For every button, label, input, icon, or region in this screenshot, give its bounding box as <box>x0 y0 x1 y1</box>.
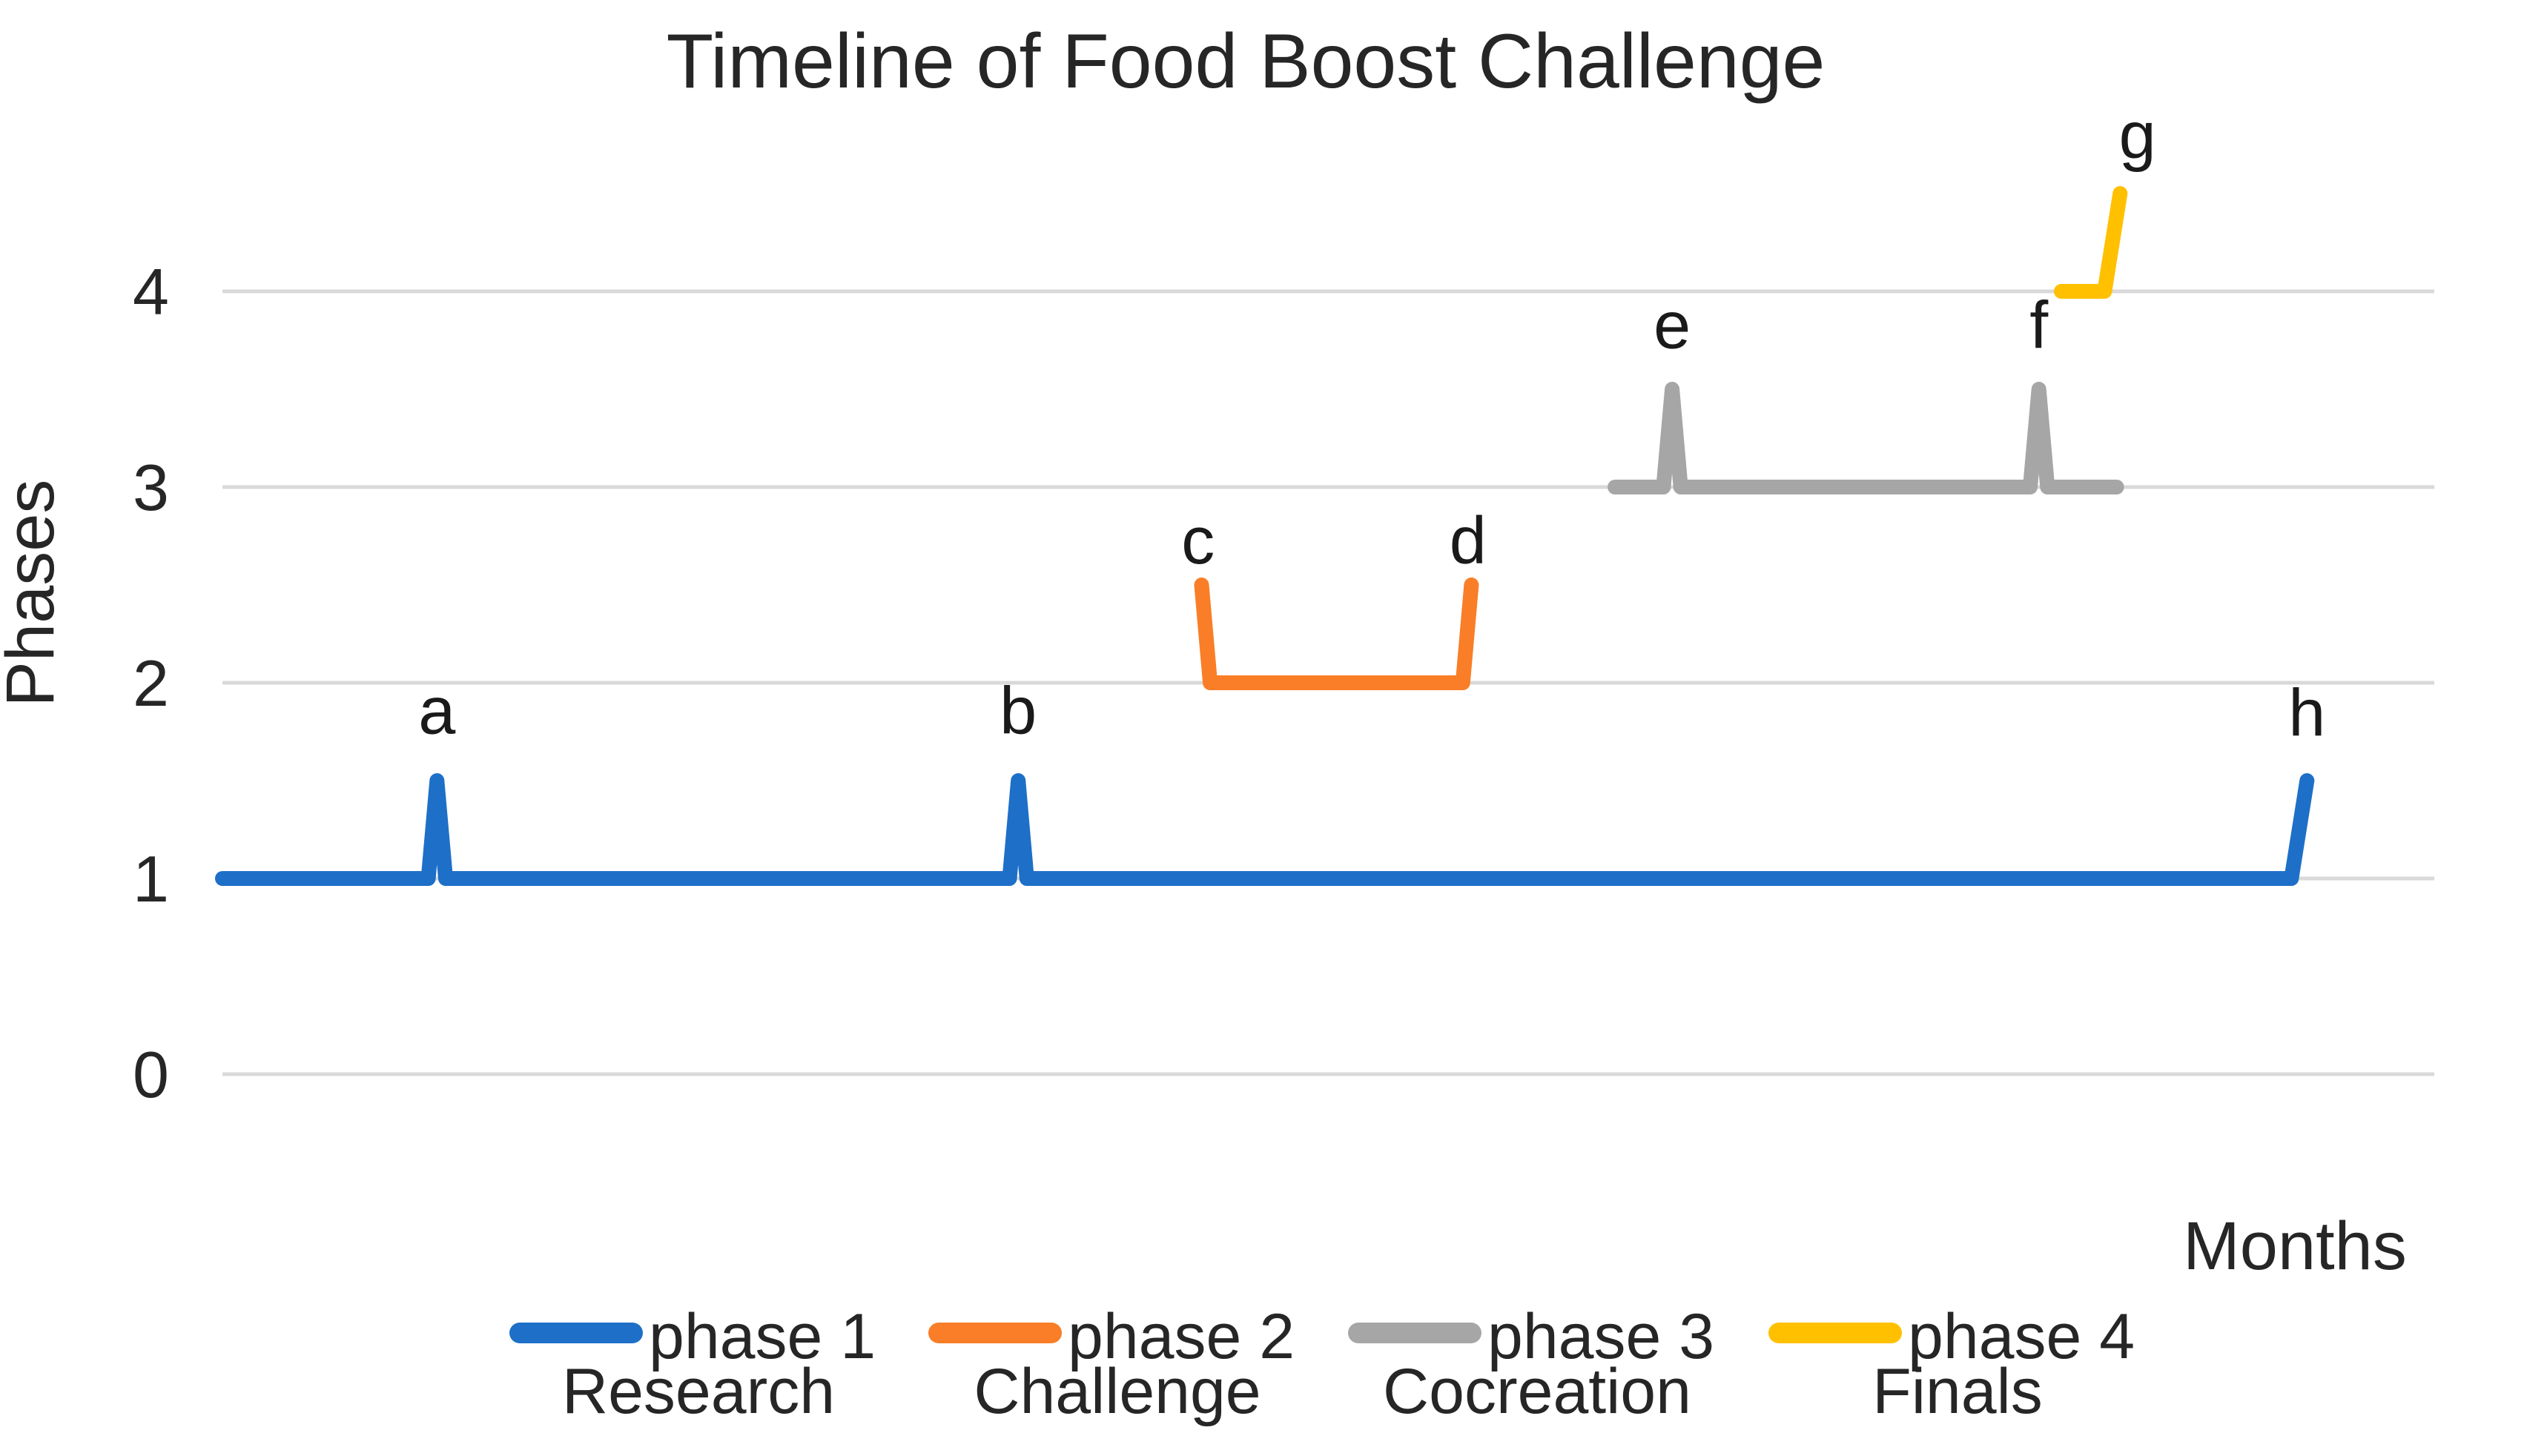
series-line-phase-4 <box>2054 186 2128 299</box>
legend-sublabel-research: Research <box>562 1356 835 1427</box>
point-label-b: b <box>1000 675 1037 749</box>
legend-name-phase-4: phase 4 <box>1908 1301 2135 1372</box>
y-tick-label-3: 3 <box>133 451 169 524</box>
y-axis-title: Phases <box>0 480 68 707</box>
legend-sublabel-cocreation: Cocreation <box>1383 1356 1691 1427</box>
legend-name-phase-3: phase 3 <box>1487 1301 1714 1372</box>
series-lines <box>215 186 2315 886</box>
legend-sublabel-finals: Finals <box>1872 1356 2042 1427</box>
point-label-c: c <box>1181 504 1215 578</box>
point-label-g: g <box>2119 99 2156 173</box>
point-label-a: a <box>418 675 456 749</box>
y-tick-label-1: 1 <box>133 842 169 916</box>
y-tick-label-2: 2 <box>133 646 169 720</box>
legend-name-phase-1: phase 1 <box>649 1301 876 1372</box>
point-label-f: f <box>2029 289 2049 363</box>
series-line-phase-3 <box>1608 382 2124 494</box>
legend-name-phase-2: phase 2 <box>1068 1301 1295 1372</box>
series-line-phase-2 <box>1194 578 1479 690</box>
point-labels: a b c d e f g h <box>418 99 2325 751</box>
y-tick-label-4: 4 <box>133 255 169 328</box>
x-axis-title: Months <box>2183 1208 2407 1284</box>
y-tick-label-0: 0 <box>133 1038 169 1111</box>
point-label-e: e <box>1654 289 1691 363</box>
chart-title: Timeline of Food Boost Challenge <box>667 19 1826 105</box>
y-axis-tick-labels: 0 1 2 3 4 <box>133 255 169 1111</box>
point-label-h: h <box>2288 676 2325 750</box>
series-line-phase-1 <box>215 773 2315 886</box>
point-label-d: d <box>1450 504 1487 578</box>
legend-sublabel-challenge: Challenge <box>974 1356 1261 1427</box>
